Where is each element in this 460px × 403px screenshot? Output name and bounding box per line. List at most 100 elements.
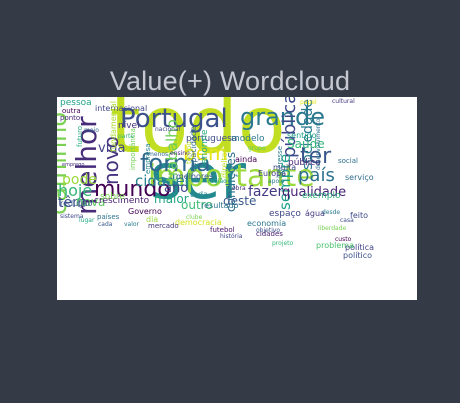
word-clube: clube [186,214,203,221]
word-vida: vida [98,141,126,156]
word-outro: outro [181,198,213,212]
word-muita: muita [273,163,296,172]
word-melhor: melhor [70,116,103,215]
word-capacidade: capacidade [189,126,198,172]
word-parte: parte [118,133,134,140]
word-internacional: internacional [95,104,147,113]
word-futebol: futebol [210,226,235,234]
word-condi-es: condições [224,152,238,212]
word-desde: desde [322,209,340,216]
word-sempre: sempre [276,154,294,210]
word-toda: toda [190,190,208,199]
word-importante: importante [148,159,315,194]
word-servi-o: serviço [345,173,374,182]
word-mercado: mercado [148,222,179,230]
word-bem: bem [183,141,227,165]
word-caminho: caminho [57,112,72,215]
word-pol-tica: política [345,243,374,252]
word-maior: maior [154,192,189,206]
word-grande: grande [240,103,325,131]
word-resultado: resultado [201,201,239,210]
word-feito: feito [350,211,368,220]
word-democracia: democracia [175,218,222,227]
word-governo: Governo [128,207,162,216]
word-europa: Europa [258,169,286,178]
word-nacional: nacional [155,126,181,133]
word-cidade: cidade [135,172,185,190]
word-problema: problema [316,241,354,250]
word-redu-o: redução [60,199,92,208]
word-ponto: ponto [60,114,80,122]
word-tempo: tempo [185,141,193,164]
word-modelo: modelo [231,134,265,144]
word-enorme: enorme [200,129,210,164]
word-n-vel: nível [118,121,140,131]
word-outra: outra [62,107,81,115]
word-dia: dia [146,215,158,224]
word-pessoa: pessoa [60,98,92,108]
word-projeto: projeto [272,240,294,247]
word-liberdade: liberdade [318,225,346,232]
word-pol-tico: político [343,251,372,260]
word-menos: menos [148,151,168,158]
word-portuguesa: portuguesa [186,134,237,144]
word-emprego: emprego [62,162,84,168]
word-portugal: Portugal [120,104,228,134]
word-todo: todo [110,97,286,171]
chart-title: Value(+) Wordcloud [109,66,351,96]
word-pode: pode [62,172,97,188]
word-regi-o: região [208,178,227,185]
word-sobre: sobre [100,192,125,202]
word-objetivo: objetivo [256,227,280,234]
word-fundamental: fundamental [109,101,118,152]
word-cada: cada [98,221,113,228]
word-grupo: grupo [248,145,266,152]
word-espa-o: espaço [269,209,301,219]
word-nova: nova [76,195,105,209]
word-futuro: futuro [76,126,84,147]
word-t-m: têm [58,195,86,211]
word-obra: obra [232,185,246,192]
word-economia: economia [247,219,286,228]
word-casa: casa [340,217,354,224]
word-valor: valor [124,221,140,228]
word-lugar: lugar [79,217,95,224]
word-trabalho: trabalho [163,119,181,182]
word-interesse: interesse [276,146,284,178]
word-crescimento: crescimento [94,196,150,206]
word-sociedade: sociedade [300,99,316,170]
word-p-blica: pública [279,97,300,158]
word-qualidade: qualidade [282,185,346,200]
word-cultural: cultural [332,98,355,105]
word-novo: novo [99,136,123,185]
word-desenvolvimento: desenvolvimento [315,118,322,170]
word-ensino: ensino [170,150,190,157]
word-hist-ria: história [220,233,243,240]
word-cidades: cidades [256,230,283,238]
word-ser: ser [150,140,246,213]
word-ano: ano [164,181,188,196]
word-sistema: sistema [60,213,84,220]
word-deste: deste [223,194,256,208]
word-sa-de: Saúde [287,137,325,151]
word-melhores: melhores [176,172,213,181]
word-meio: meio [84,127,99,134]
word-import-ncia: importância [129,128,137,170]
word-pa-s: país [298,165,335,186]
word-p-blico: público [288,158,321,168]
word-direitos: direitos [220,148,229,178]
word-mundo: mundo [94,177,171,202]
word--gua: água [305,209,325,218]
word-forma: forma [140,149,211,177]
word-exemplo: exemplo [302,191,341,201]
word-papel: papel [300,99,317,106]
word-custo: custo [335,236,352,243]
wordcloud: todo ser importante Portugal grande melhor cam… [57,97,417,300]
word-hoje: hoje [58,181,92,200]
word-ainda: ainda [235,155,257,164]
word-ter: ter [300,144,332,169]
word-empresa: empresa [144,143,152,174]
word-apoio: apoio [268,178,285,185]
word-pa-ses: países [97,213,120,221]
